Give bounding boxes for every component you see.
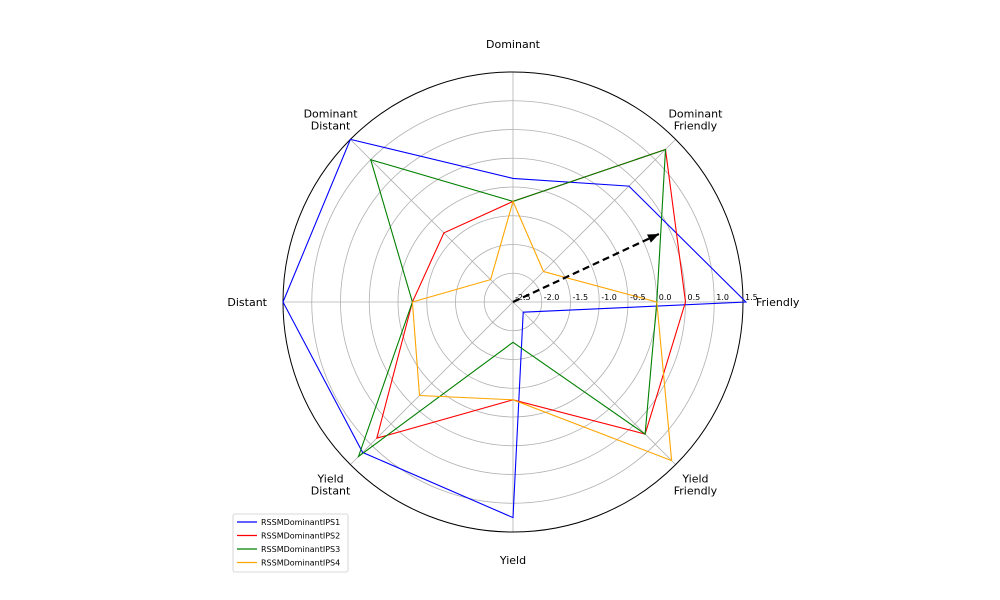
radial-tick-label: -2.5 — [515, 293, 531, 302]
axis-label: Yield — [681, 472, 708, 485]
axis-label: Friendly — [674, 120, 718, 133]
series-line-1 — [282, 138, 748, 519]
axis-label: Distant — [227, 296, 267, 309]
legend-label: RSSMDominantIPS4 — [261, 559, 340, 568]
legend-label: RSSMDominantIPS1 — [261, 518, 340, 527]
series-line-4 — [411, 199, 673, 462]
axis-label: Dominant — [486, 38, 541, 51]
axis-label: Yield — [499, 554, 526, 567]
grid-spoke — [350, 301, 514, 465]
radial-tick-label: 1.5 — [745, 293, 758, 302]
legend-box — [232, 513, 349, 573]
axis-label: Friendly — [756, 296, 800, 309]
arrow-head — [647, 233, 659, 243]
axis-label: Dominant — [304, 108, 359, 121]
radial-tick-label: 1.0 — [716, 293, 729, 302]
radial-tick-label: 0.0 — [659, 293, 672, 302]
grid-spoke — [512, 301, 676, 465]
radial-tick-label: -1.5 — [573, 293, 589, 302]
grid-spoke — [512, 139, 676, 303]
grid-spoke — [350, 139, 514, 303]
series-group — [282, 138, 748, 519]
axis-label: Yield — [316, 472, 343, 485]
legend: RSSMDominantIPS1 RSSMDominantIPS2 RSSMDomi… — [232, 513, 349, 573]
radial-tick-label: 0.5 — [688, 293, 701, 302]
arrow-shaft — [512, 232, 660, 303]
axis-labels: FriendlyDominantFriendlyDominantDominant… — [227, 38, 799, 567]
radial-tick-label: -2.0 — [544, 293, 560, 302]
legend-label: RSSMDominantIPS3 — [261, 545, 340, 554]
axis-label: Dominant — [668, 108, 723, 121]
axis-label: Distant — [311, 484, 351, 497]
direction-arrow — [512, 232, 660, 303]
axis-label: Distant — [311, 120, 351, 133]
radial-tick-label: -1.0 — [601, 293, 617, 302]
radial-tick-labels: -2.5 -2.0 -1.5 -1.0 -0.5 0.0 0.5 1.0 1.5 — [515, 293, 758, 302]
axis-label: Friendly — [674, 484, 718, 497]
radial-tick-label: -0.5 — [630, 293, 646, 302]
legend-label: RSSMDominantIPS2 — [261, 532, 340, 541]
